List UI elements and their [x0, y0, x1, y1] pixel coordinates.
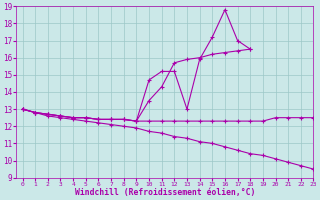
X-axis label: Windchill (Refroidissement éolien,°C): Windchill (Refroidissement éolien,°C) [75, 188, 255, 197]
